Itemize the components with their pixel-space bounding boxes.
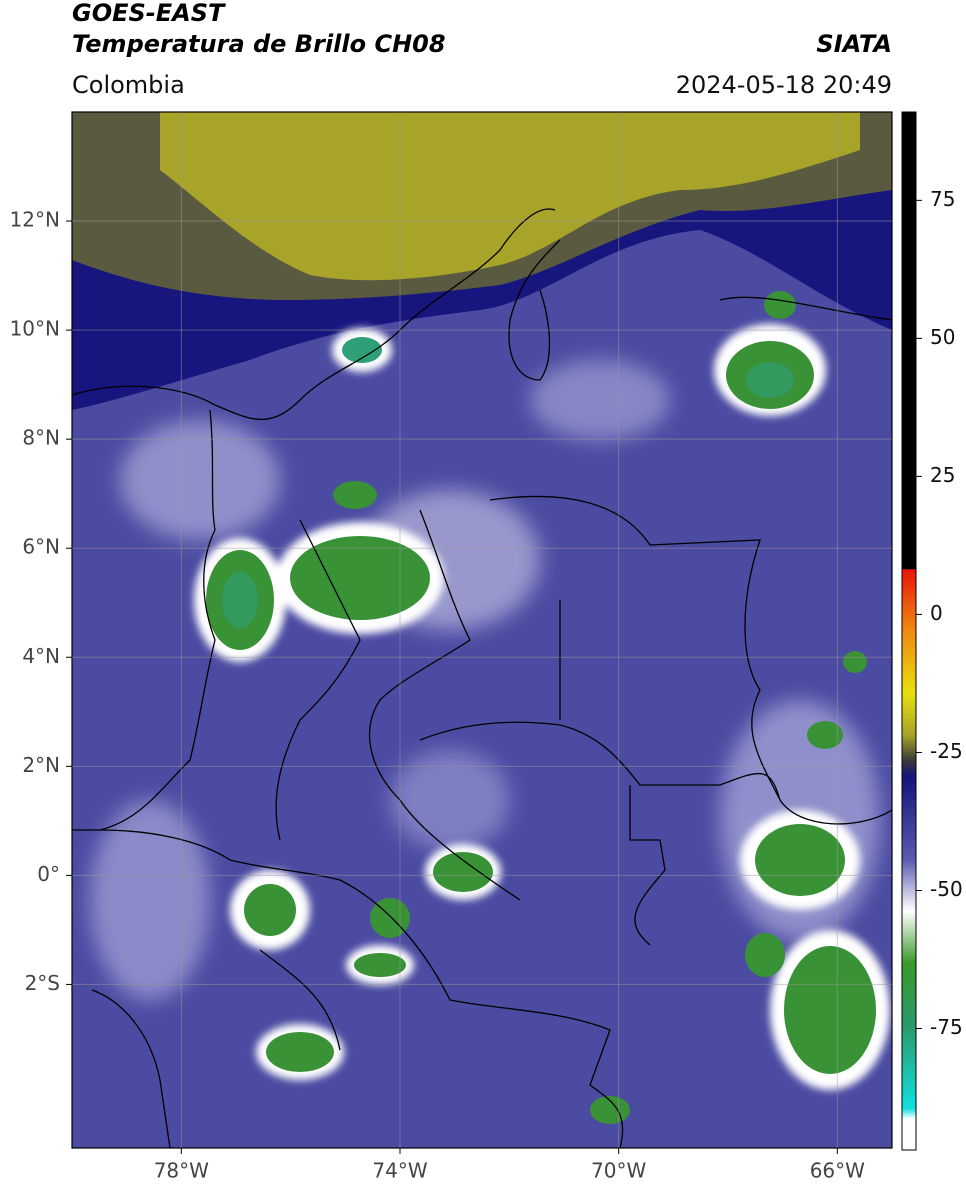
x-tick-label: 74°W [372, 1159, 427, 1183]
y-tick-label: 8°N [22, 426, 60, 450]
y-tick-label: 2°N [22, 753, 60, 777]
colorbar-tick-label: 25 [930, 463, 955, 487]
y-tick-label: 12°N [10, 208, 60, 232]
y-tick-label: 2°S [25, 971, 60, 995]
colorbar-tick-label: 50 [930, 325, 955, 349]
source: SIATA [816, 30, 892, 58]
colorbar-tick-label: -75 [930, 1015, 963, 1039]
map-frame [71, 111, 893, 1149]
x-tick-label: 66°W [810, 1159, 865, 1183]
colorbar-tick-label: -25 [930, 739, 963, 763]
x-tick-label: 78°W [154, 1159, 209, 1183]
x-tick-label: 70°W [591, 1159, 646, 1183]
colorbar [901, 111, 917, 1151]
colorbar-tick-label: 0 [930, 601, 943, 625]
y-tick-label: 4°N [22, 644, 60, 668]
subtitle: Temperatura de Brillo CH08 [72, 30, 446, 58]
title: GOES-EAST [72, 0, 226, 27]
colorbar-tick-label: 75 [930, 187, 955, 211]
satellite-image [72, 112, 892, 1148]
graticule [72, 112, 892, 1148]
y-tick-label: 10°N [10, 317, 60, 341]
colorbar-tick-label: -50 [930, 877, 963, 901]
y-tick-label: 6°N [22, 535, 60, 559]
y-tick-label: 0° [37, 862, 60, 886]
region: Colombia [72, 71, 185, 99]
datetime: 2024-05-18 20:49 [676, 71, 892, 99]
